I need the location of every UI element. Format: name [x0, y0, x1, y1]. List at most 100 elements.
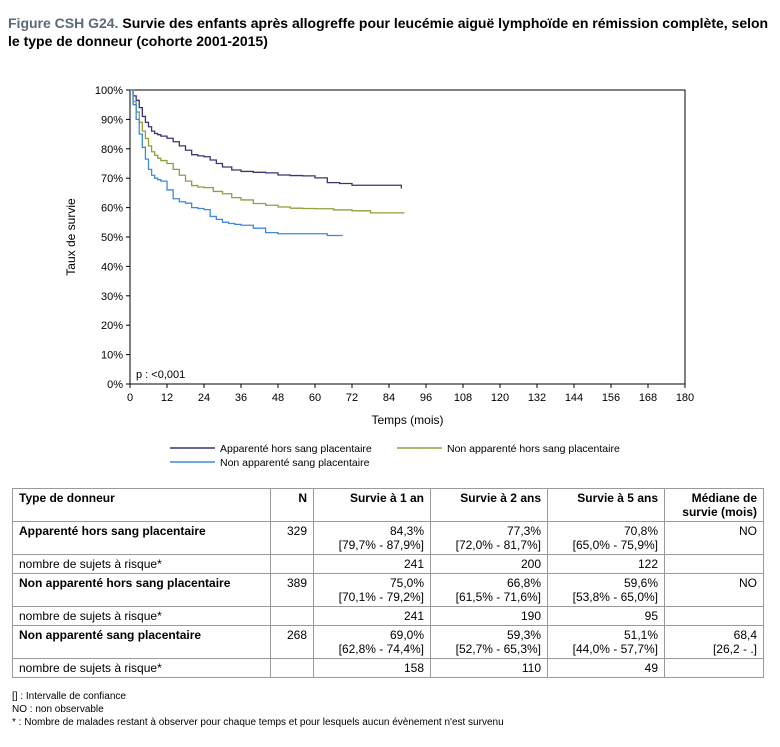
confidence-interval: [53,8% - 65,0%] — [572, 590, 658, 604]
at-risk-5y: 95 — [547, 606, 665, 626]
value: NO — [739, 524, 757, 538]
at-risk-5y: 49 — [547, 658, 665, 678]
donor-type-cell: Apparenté hors sang placentaire — [12, 521, 271, 555]
value: 68,4 — [733, 628, 757, 642]
table-header-row: Type de donneur N Survie à 1 an Survie à… — [12, 488, 764, 522]
y-axis-label: Taux de survie — [64, 198, 78, 276]
x-tick-label: 144 — [565, 392, 583, 404]
legend-label-2: Non apparenté hors sang placentaire — [447, 443, 620, 455]
x-tick-label: 72 — [346, 392, 358, 404]
survival-curve-2 — [130, 89, 405, 214]
survival-2y-cell: 59,3% [52,7% - 65,3%] — [430, 625, 548, 659]
at-risk-label: nombre de sujets à risque* — [12, 554, 271, 574]
table-row: Apparenté hors sang placentaire 329 84,3… — [12, 521, 764, 555]
y-tick-label: 50% — [101, 232, 123, 244]
at-risk-label: nombre de sujets à risque* — [12, 658, 271, 678]
survival-5y-cell: 59,6% [53,8% - 65,0%] — [547, 573, 665, 607]
x-tick-label: 60 — [309, 392, 321, 404]
value: 75,0% — [389, 576, 424, 590]
y-tick-label: 100% — [95, 85, 123, 97]
y-tick-label: 20% — [101, 320, 123, 332]
value: 84,3% — [389, 524, 424, 538]
y-tick-label: 0% — [107, 379, 123, 391]
footnote-ci: [] : Intervalle de confiance — [12, 691, 126, 702]
p-value-annotation: p : <0,001 — [136, 369, 185, 381]
empty-cell — [664, 606, 764, 626]
y-tick-label: 30% — [101, 291, 123, 303]
value: 66,8% — [506, 576, 541, 590]
donor-type-cell: Non apparenté hors sang placentaire — [12, 573, 271, 607]
value: 51,1% — [623, 628, 658, 642]
legend-label-3: Non apparenté sang placentaire — [220, 457, 370, 469]
x-tick-label: 132 — [528, 392, 546, 404]
n-cell: 329 — [270, 521, 314, 555]
legend-label-1: Apparenté hors sang placentaire — [220, 443, 372, 455]
y-tick-label: 40% — [101, 261, 123, 273]
at-risk-1y: 241 — [313, 606, 431, 626]
table-row-at-risk: nombre de sujets à risque* 241 200 122 — [12, 554, 764, 574]
figure-title: Figure CSH G24. Survie des enfants après… — [8, 14, 773, 50]
figure-label: Figure CSH G24. — [8, 15, 119, 31]
value: NO — [739, 576, 757, 590]
value: 59,3% — [506, 628, 541, 642]
header-survival-5y: Survie à 5 ans — [547, 488, 665, 522]
confidence-interval: [70,1% - 79,2%] — [338, 590, 424, 604]
median-cell: NO — [664, 573, 764, 607]
donor-type-cell: Non apparenté sang placentaire — [12, 625, 271, 659]
median-cell: NO — [664, 521, 764, 555]
empty-cell — [270, 606, 314, 626]
x-tick-label: 120 — [491, 392, 509, 404]
x-axis-label: Temps (mois) — [371, 413, 443, 427]
header-n: N — [270, 488, 314, 522]
x-tick-label: 48 — [272, 392, 284, 404]
survival-1y-cell: 75,0% [70,1% - 79,2%] — [313, 573, 431, 607]
survival-1y-cell: 69,0% [62,8% - 74,4%] — [313, 625, 431, 659]
confidence-interval: [52,7% - 65,3%] — [455, 642, 541, 656]
n-cell: 389 — [270, 573, 314, 607]
survival-1y-cell: 84,3% [79,7% - 87,9%] — [313, 521, 431, 555]
x-tick-label: 108 — [454, 392, 472, 404]
y-tick-label: 60% — [101, 203, 123, 215]
survival-2y-cell: 66,8% [61,5% - 71,6%] — [430, 573, 548, 607]
header-survival-2y: Survie à 2 ans — [430, 488, 548, 522]
confidence-interval: [65,0% - 75,9%] — [572, 538, 658, 552]
header-median: Médiane de survie (mois) — [664, 488, 764, 522]
x-tick-label: 156 — [602, 392, 620, 404]
x-tick-label: 24 — [198, 392, 210, 404]
x-tick-label: 12 — [161, 392, 173, 404]
y-tick-label: 10% — [101, 350, 123, 362]
value: 69,0% — [389, 628, 424, 642]
header-survival-1y: Survie à 1 an — [313, 488, 431, 522]
at-risk-label: nombre de sujets à risque* — [12, 606, 271, 626]
median-cell: 68,4 [26,2 - .] — [664, 625, 764, 659]
at-risk-2y: 190 — [430, 606, 548, 626]
survival-table: Type de donneur N Survie à 1 an Survie à… — [12, 488, 764, 678]
value: 59,6% — [623, 576, 658, 590]
x-tick-label: 180 — [676, 392, 694, 404]
y-tick-label: 80% — [101, 144, 123, 156]
x-tick-label: 168 — [639, 392, 657, 404]
at-risk-5y: 122 — [547, 554, 665, 574]
n-cell: 268 — [270, 625, 314, 659]
at-risk-1y: 158 — [313, 658, 431, 678]
empty-cell — [270, 554, 314, 574]
survival-5y-cell: 51,1% [44,0% - 57,7%] — [547, 625, 665, 659]
x-tick-label: 36 — [235, 392, 247, 404]
survival-curve-1 — [130, 89, 402, 189]
at-risk-1y: 241 — [313, 554, 431, 574]
header-donor-type: Type de donneur — [12, 488, 271, 522]
table-row-at-risk: nombre de sujets à risque* 158 110 49 — [12, 658, 764, 678]
confidence-interval: [79,7% - 87,9%] — [338, 538, 424, 552]
x-tick-label: 84 — [383, 392, 395, 404]
table-row: Non apparenté sang placentaire 268 69,0%… — [12, 625, 764, 659]
y-tick-label: 70% — [101, 173, 123, 185]
x-tick-label: 0 — [127, 392, 133, 404]
confidence-interval: [72,0% - 81,7%] — [455, 538, 541, 552]
confidence-interval: [44,0% - 57,7%] — [572, 642, 658, 656]
value: 77,3% — [506, 524, 541, 538]
table-row-at-risk: nombre de sujets à risque* 241 190 95 — [12, 606, 764, 626]
confidence-interval: [26,2 - .] — [712, 642, 757, 656]
footnotes: [] : Intervalle de confiance NO : non ob… — [12, 690, 504, 729]
survival-chart: 0% 10% 20% 30% 40% 50% 60% 70% 80% 90% 100% 0 12 24 36… — [64, 85, 694, 469]
empty-cell — [270, 658, 314, 678]
